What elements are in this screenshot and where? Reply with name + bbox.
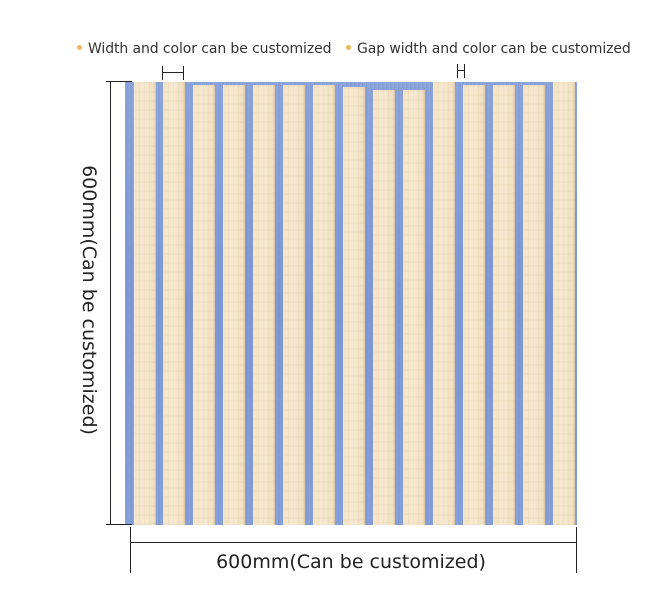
slat-5 — [253, 85, 275, 525]
slat-11 — [433, 82, 455, 525]
slat-1 — [134, 82, 156, 525]
slat-14 — [523, 85, 545, 525]
slat-9 — [373, 90, 395, 525]
gap-width-marker-left — [457, 64, 458, 78]
slat-4 — [223, 85, 245, 525]
gap-width-marker-right — [464, 64, 465, 78]
slat-2 — [163, 82, 185, 525]
bullet-icon — [77, 45, 82, 50]
height-dimension-line — [110, 81, 111, 525]
width-dimension-label: 600mm(Can be customized) — [216, 551, 486, 573]
slat-3 — [193, 85, 215, 525]
height-dimension-label: 600mm(Can be customized) — [78, 165, 100, 435]
bullet-icon — [346, 45, 351, 50]
height-dimension-top-tick — [106, 81, 132, 82]
acoustic-panel — [125, 82, 577, 525]
width-dimension-left-tick — [130, 527, 131, 573]
width-dimension-right-tick — [576, 527, 577, 573]
legend-item-gap-color: Gap width and color can be customized — [346, 41, 631, 57]
slat-8 — [343, 87, 365, 525]
slat-10 — [403, 90, 425, 525]
slat-12 — [463, 85, 485, 525]
legend-text-width-color: Width and color can be customized — [88, 41, 332, 57]
gap-width-marker-line — [457, 70, 465, 71]
slat-13 — [493, 85, 515, 525]
slat-15 — [553, 82, 575, 525]
slat-7 — [313, 85, 335, 525]
slat-width-marker-line — [162, 72, 184, 73]
legend-item-width-color: Width and color can be customized — [77, 41, 331, 57]
width-dimension-line — [130, 542, 577, 543]
legend-text-gap-color: Gap width and color can be customized — [357, 41, 631, 57]
height-dimension-bottom-tick — [106, 524, 132, 525]
slat-width-marker-left — [162, 66, 163, 80]
slat-6 — [283, 85, 305, 525]
slat-width-marker-right — [183, 66, 184, 80]
